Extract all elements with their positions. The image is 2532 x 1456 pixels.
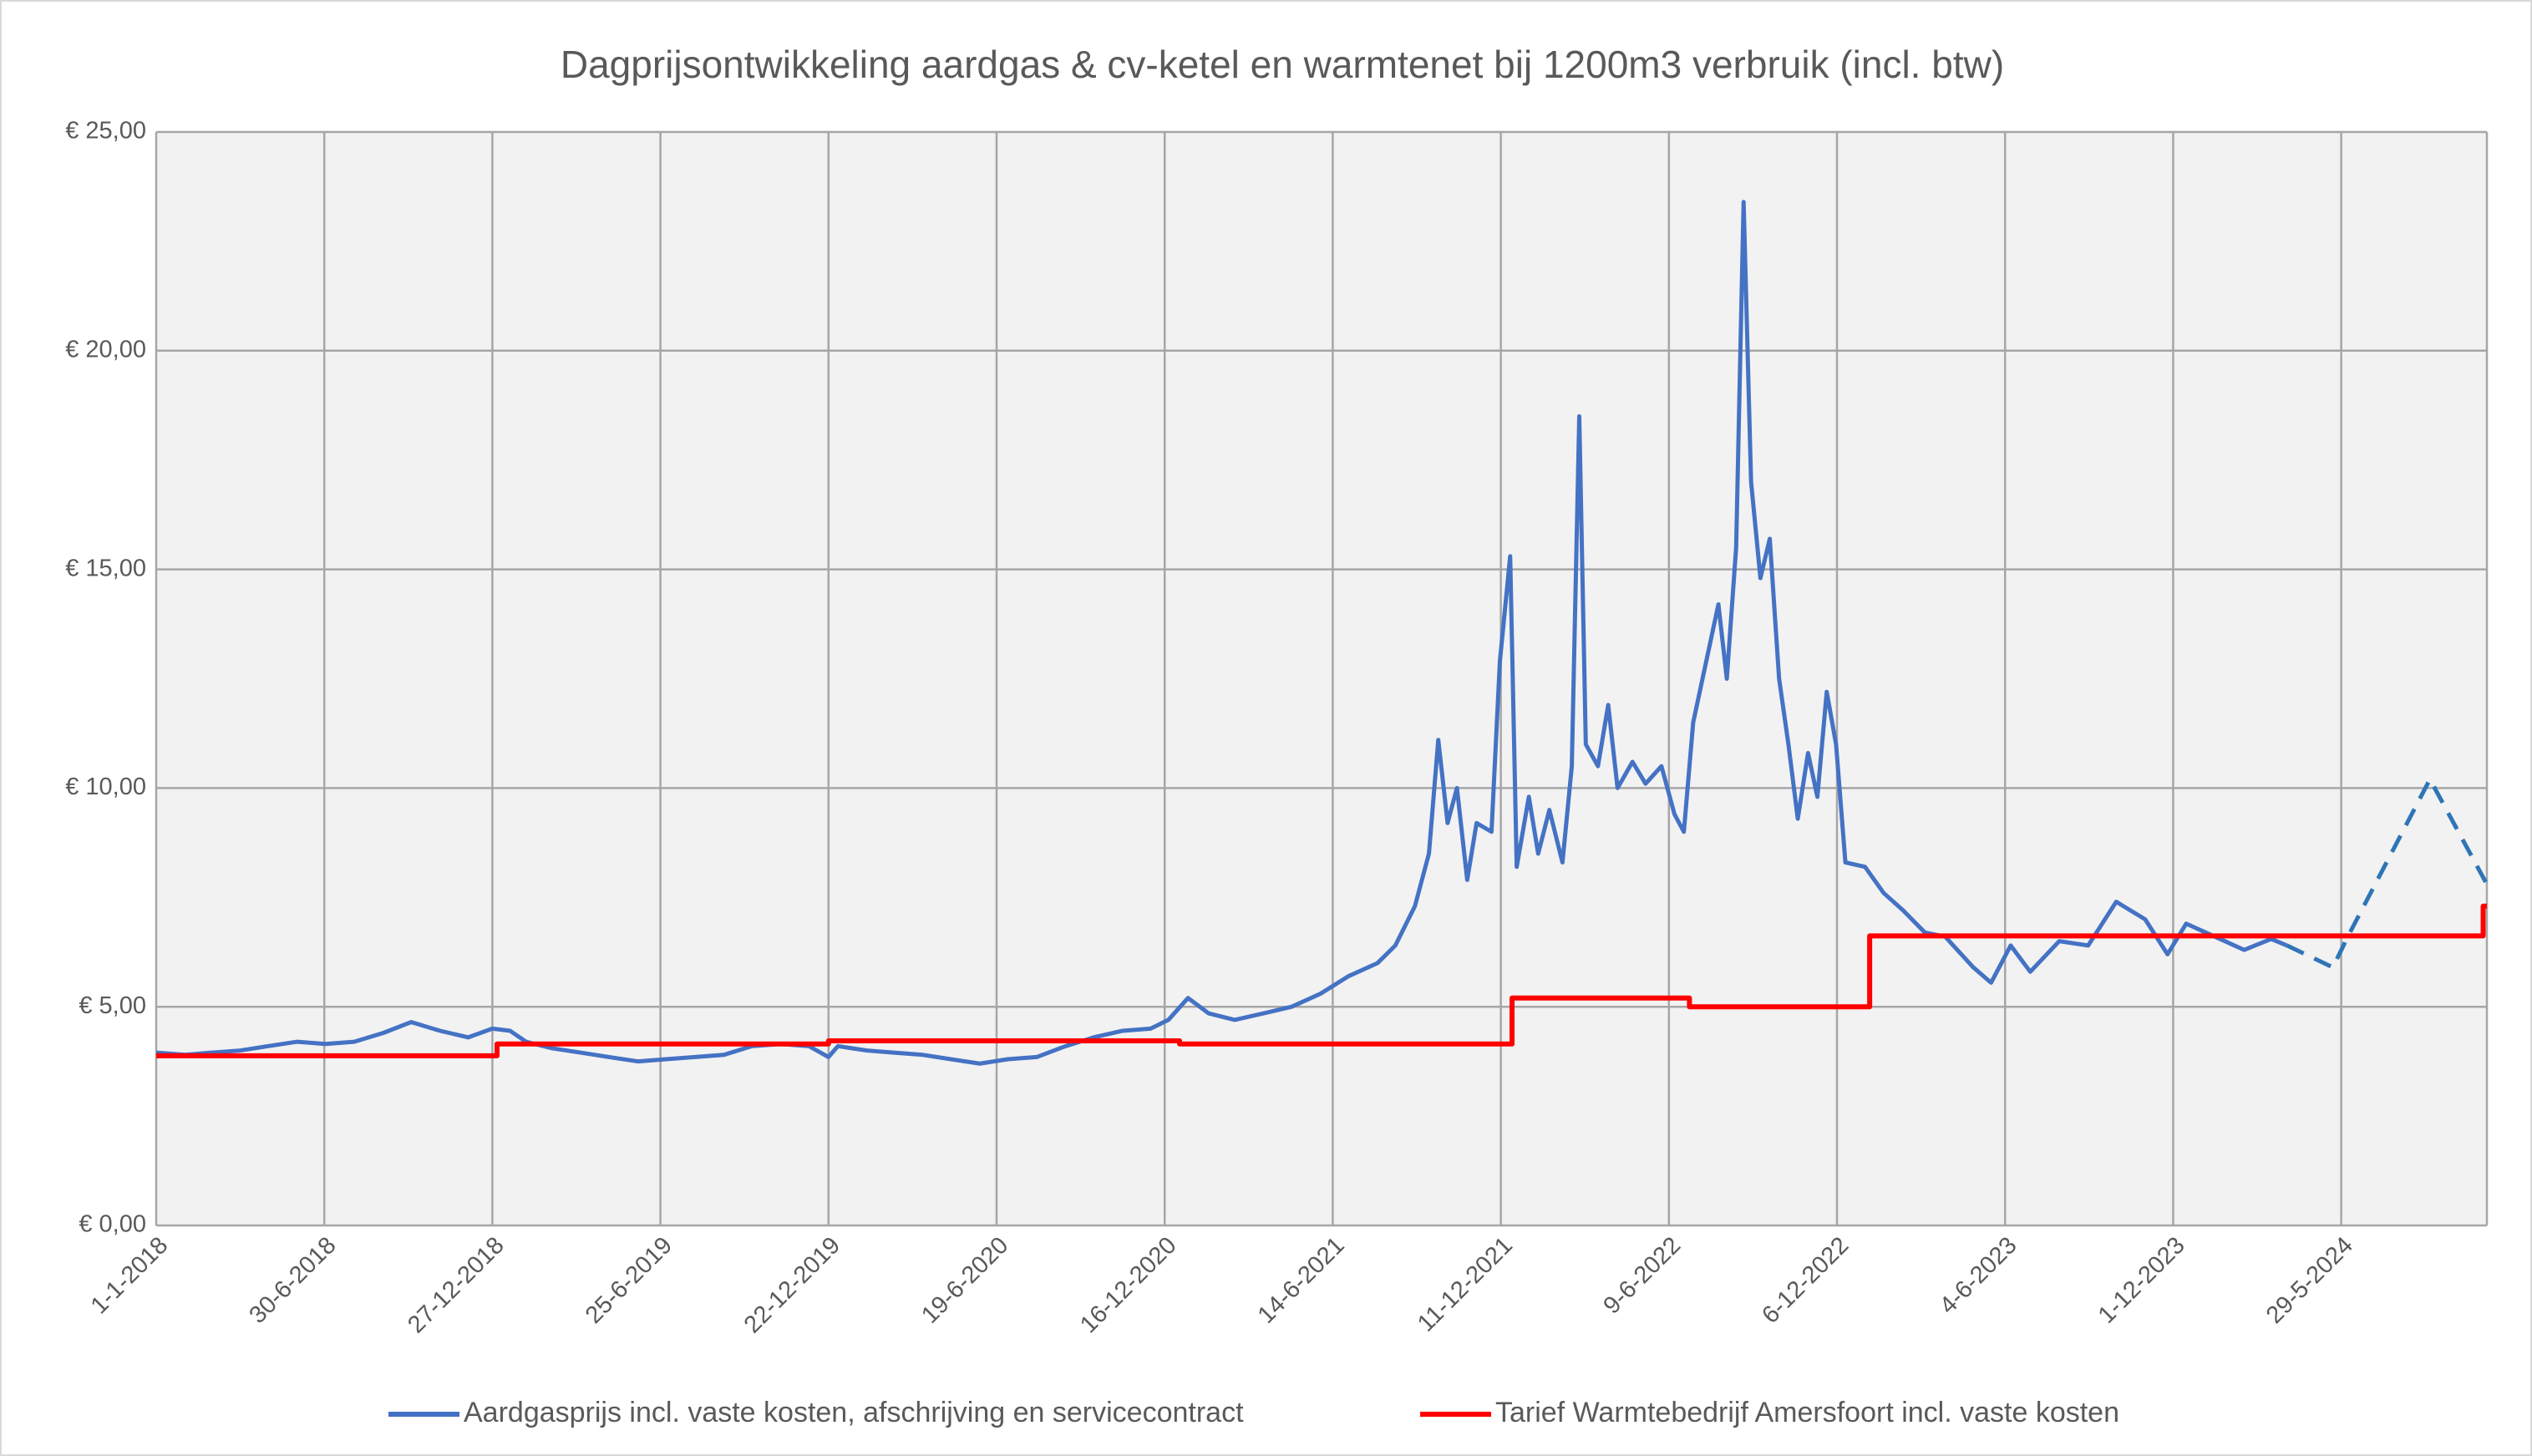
- forecast-line: [2286, 777, 2489, 970]
- legend-label: Aardgasprijs incl. vaste kosten, afschri…: [464, 1397, 1244, 1428]
- chart-title: Dagprijsontwikkeling aardgas & cv-ketel …: [561, 43, 2004, 86]
- y-tick-label: € 0,00: [79, 1211, 146, 1238]
- y-tick-label: € 5,00: [79, 992, 146, 1019]
- legend-label: Tarief Warmtebedrijf Amersfoort incl. va…: [1495, 1397, 2119, 1428]
- plot-area: [156, 132, 2487, 1225]
- y-tick-label: € 15,00: [65, 555, 146, 581]
- y-tick-label: € 25,00: [65, 118, 146, 145]
- y-tick-label: € 20,00: [65, 336, 146, 363]
- y-tick-label: € 10,00: [65, 774, 146, 800]
- step-line: [156, 903, 2487, 1058]
- line: [155, 200, 2288, 1066]
